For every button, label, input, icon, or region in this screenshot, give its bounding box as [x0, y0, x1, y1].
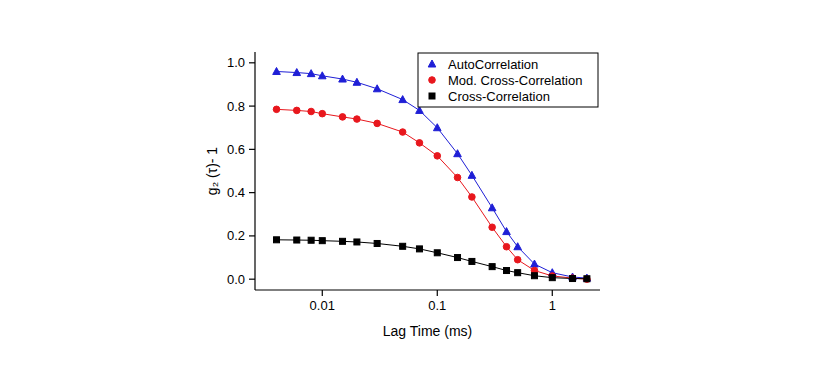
y-tick — [249, 192, 255, 193]
y-tick-label: 0.0 — [227, 272, 245, 287]
data-point — [454, 150, 462, 157]
data-point — [273, 67, 281, 74]
data-point — [374, 240, 380, 246]
data-point — [274, 237, 280, 243]
legend-label: Cross-Correlation — [448, 89, 550, 104]
x-tick-label: 1 — [549, 298, 556, 313]
data-point — [531, 273, 537, 279]
data-point — [399, 96, 407, 103]
y-tick — [249, 62, 255, 63]
x-tick-label: 0.1 — [428, 298, 446, 313]
data-point — [433, 124, 441, 131]
x-tick — [552, 290, 553, 296]
data-point — [340, 238, 346, 244]
y-tick — [249, 235, 255, 236]
y-tick — [249, 105, 255, 106]
data-point — [307, 70, 315, 77]
legend-box — [418, 53, 598, 107]
data-point — [416, 246, 422, 252]
data-point — [354, 116, 361, 123]
legend-marker — [429, 77, 436, 84]
data-point — [434, 250, 440, 256]
x-axis-label: Lag Time (ms) — [383, 323, 472, 339]
data-point — [469, 194, 476, 201]
legend-marker — [429, 93, 435, 99]
x-tick — [437, 290, 438, 296]
chart: 0.0 0.2 0.4 0.6 0.8 1.0 0.01 0.1 1 Lag Time (ms) g… — [0, 0, 820, 384]
data-point — [503, 243, 510, 250]
y-tick-label: 0.4 — [227, 185, 245, 200]
y-tick — [249, 279, 255, 280]
fit-line — [277, 109, 587, 279]
data-point — [584, 276, 591, 283]
y-tick-label: 0.8 — [227, 99, 245, 114]
x-axis — [255, 289, 600, 290]
data-point — [319, 238, 325, 244]
data-point — [294, 237, 300, 243]
data-point — [319, 110, 326, 117]
data-point — [488, 204, 496, 211]
data-point — [374, 120, 381, 127]
data-point — [504, 268, 510, 274]
data-point — [549, 275, 555, 281]
data-point — [531, 260, 539, 267]
data-point — [454, 174, 461, 181]
legend-label: AutoCorrelation — [448, 57, 538, 72]
data-point — [318, 72, 326, 79]
legend: AutoCorrelationMod. Cross-CorrelationCro… — [418, 53, 598, 107]
data-point — [416, 140, 423, 147]
data-point — [400, 243, 406, 249]
y-tick — [249, 149, 255, 150]
data-point — [468, 171, 476, 178]
y-axis-label: g₂ (τ)- 1 — [204, 147, 220, 196]
data-point — [308, 237, 314, 243]
data-point — [339, 75, 347, 82]
data-point — [354, 239, 360, 245]
data-point — [503, 228, 511, 235]
data-point — [455, 255, 461, 261]
legend-label: Mod. Cross-Correlation — [448, 73, 582, 88]
data-point — [273, 106, 280, 113]
legend-marker — [428, 60, 436, 67]
data-point — [584, 276, 590, 282]
data-point — [514, 256, 521, 263]
x-tick-label: 0.01 — [310, 298, 335, 313]
y-tick-label: 1.0 — [227, 55, 245, 70]
data-point — [399, 129, 406, 136]
y-tick-label: 0.6 — [227, 142, 245, 157]
data-point — [515, 270, 521, 276]
y-tick-label: 0.2 — [227, 228, 245, 243]
data-point — [293, 107, 300, 114]
data-point — [489, 224, 496, 231]
data-point — [514, 243, 522, 250]
data-point — [373, 85, 381, 92]
data-point — [308, 108, 315, 115]
data-point — [583, 274, 591, 281]
fit-line — [277, 240, 587, 279]
data-point — [339, 114, 346, 121]
data-point — [569, 275, 576, 282]
data-point — [293, 69, 301, 76]
x-tick — [322, 290, 323, 296]
data-point — [353, 78, 361, 85]
data-point — [489, 264, 495, 270]
data-point — [570, 276, 576, 282]
data-point — [469, 258, 475, 264]
data-point — [434, 153, 441, 160]
y-axis — [254, 52, 255, 290]
